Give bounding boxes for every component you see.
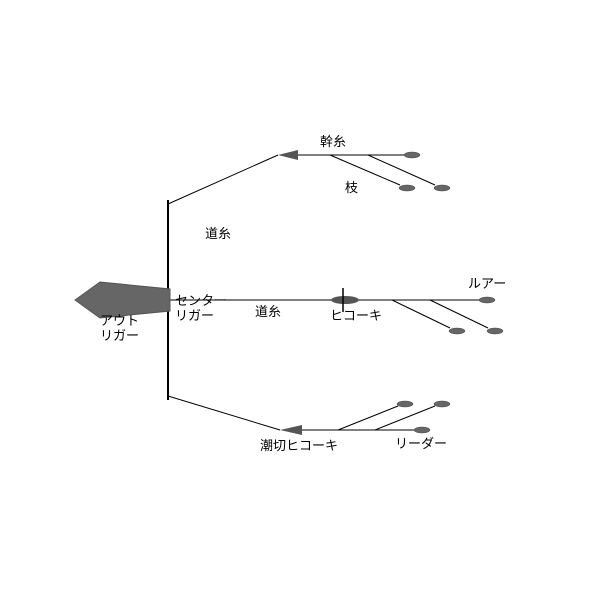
label-hikoki-line-0: ヒコーキ [330,308,382,323]
label-eda: 枝 [345,180,358,195]
rig-center-lure-1 [449,328,465,334]
rig-upper-lure-1 [399,185,415,191]
label-shiokiri: 潮切ヒコーキ [260,438,338,453]
label-center_rigger-line-1: リガー [175,308,214,323]
hikoki-body [331,296,359,304]
rig-upper-lure-2 [434,185,450,191]
label-shiokiri-line-0: 潮切ヒコーキ [260,438,338,453]
rig-center-lure-0 [479,297,495,303]
trolling-rig-diagram: アウトリガーセンターリガー道糸道糸幹糸枝ヒコーキルアー潮切ヒコーキリーダー [0,0,600,600]
label-mikiito-line-0: 幹糸 [320,134,346,149]
label-lure-line-0: ルアー [468,276,506,291]
rig-lower-lure-0 [414,427,430,433]
label-leader: リーダー [395,436,447,451]
label-lure: ルアー [468,276,506,291]
rig-center-lure-2 [487,328,503,334]
label-michiito_upper-line-0: 道糸 [205,226,231,241]
label-outrigger-line-1: リガー [100,328,139,343]
rig-lower-lure-2 [434,401,450,407]
label-michiito_upper: 道糸 [205,226,231,241]
label-outrigger: アウトリガー [100,313,139,343]
label-michiito_center: 道糸 [255,304,281,319]
label-center_rigger-line-0: センター [175,293,227,308]
label-outrigger-line-0: アウト [100,313,139,328]
label-eda-line-0: 枝 [345,180,358,195]
label-hikoki: ヒコーキ [330,308,382,323]
label-mikiito: 幹糸 [320,134,346,149]
label-michiito_center-line-0: 道糸 [255,304,281,319]
rig-lower-lure-1 [397,401,413,407]
rig-upper-lure-0 [404,152,420,158]
label-leader-line-0: リーダー [395,436,447,451]
